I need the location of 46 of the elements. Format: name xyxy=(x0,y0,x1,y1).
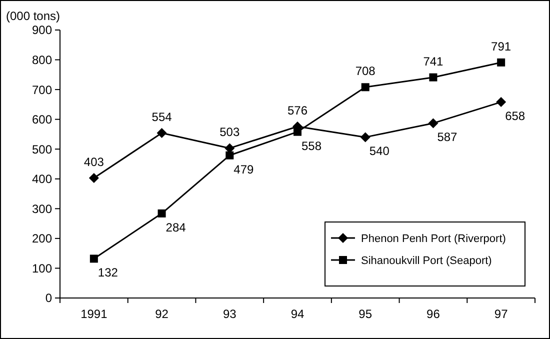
data-label: 503 xyxy=(220,125,240,140)
data-label: 554 xyxy=(152,110,172,124)
data-label: 403 xyxy=(84,154,104,169)
point xyxy=(497,58,506,66)
legend-label: Phenon Penh Port (Riverport) xyxy=(361,232,506,245)
data-label: 576 xyxy=(287,103,308,118)
data-label: 658 xyxy=(505,109,526,124)
y-tick-label: 600 xyxy=(32,112,52,127)
data-label: 741 xyxy=(423,54,444,68)
y-tick-label: 900 xyxy=(32,23,52,38)
y-tick-label: 300 xyxy=(32,202,52,216)
data-label: 587 xyxy=(437,130,458,144)
data-label: 708 xyxy=(355,64,376,78)
y-tick-label: 400 xyxy=(32,172,52,186)
y-tick-label: 0 xyxy=(45,291,52,306)
legend-label: Sihanoukvill Port (Seaport) xyxy=(361,254,492,267)
point xyxy=(294,128,302,136)
point xyxy=(360,132,370,142)
y-tick-label: 500 xyxy=(32,142,52,156)
data-label: 479 xyxy=(234,162,254,176)
data-label: 132 xyxy=(98,266,118,280)
x-tick-label: 97 xyxy=(494,307,508,321)
data-label: 791 xyxy=(491,39,512,54)
x-tick-label: 1991 xyxy=(80,307,108,321)
point xyxy=(226,151,234,160)
x-tick-label: 94 xyxy=(290,307,304,321)
x-tick-label: 95 xyxy=(358,307,372,321)
x-tick-label: 92 xyxy=(155,307,169,321)
point xyxy=(361,83,370,92)
point xyxy=(90,254,98,263)
point xyxy=(158,209,166,218)
y-tick-label: 200 xyxy=(32,232,52,246)
data-label: 558 xyxy=(302,138,322,153)
point xyxy=(496,97,506,108)
data-label: 284 xyxy=(166,220,186,234)
x-tick-label: 93 xyxy=(222,307,237,321)
point xyxy=(428,118,438,128)
point xyxy=(88,172,99,183)
x-tick-label: 96 xyxy=(426,307,440,321)
y-tick-label: 800 xyxy=(32,52,52,67)
y-tick-label: 700 xyxy=(32,82,52,97)
data-label: 540 xyxy=(369,144,390,158)
point xyxy=(156,128,167,138)
point xyxy=(429,73,438,82)
y-tick-label: 100 xyxy=(32,261,52,276)
y-axis-title: (000 tons) xyxy=(6,9,60,23)
